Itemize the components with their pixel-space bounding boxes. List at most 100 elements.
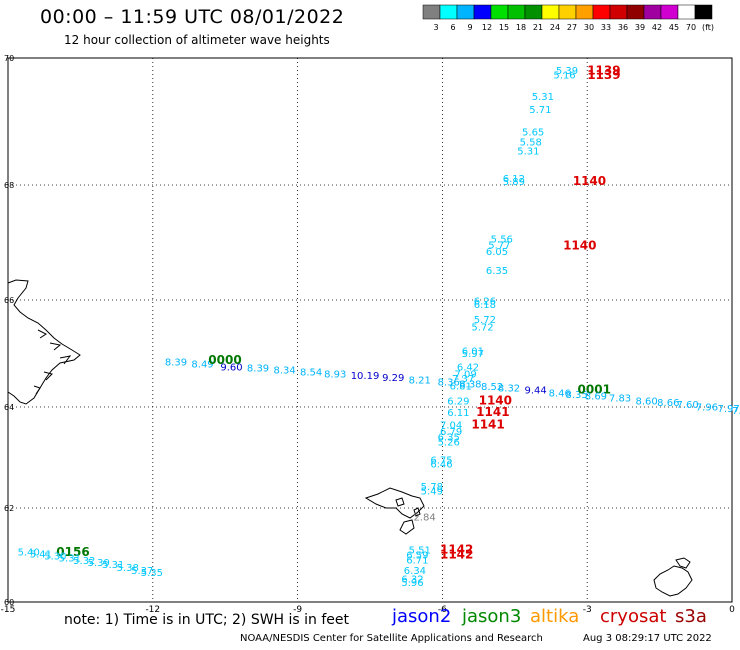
wave-height-label: 8.52 xyxy=(481,382,503,393)
legend-label: 30 xyxy=(584,23,594,32)
legend-label: 3 xyxy=(433,23,438,32)
pass-time-label: 1140 xyxy=(573,174,606,188)
wave-height-label: 5.39 xyxy=(88,558,110,569)
wave-height-label: 8.39 xyxy=(247,364,269,375)
wave-height-label: 6.12 xyxy=(503,174,525,185)
pass-time-label: 1140 xyxy=(563,238,596,252)
legend-swatch xyxy=(660,4,679,20)
x-tick-label: -15 xyxy=(1,605,16,615)
wave-height-label: 5.31 xyxy=(59,554,81,565)
wave-height-label: 8.39 xyxy=(165,357,187,368)
chart-subtitle: 12 hour collection of altimeter wave hei… xyxy=(64,33,330,47)
wave-height-label: 7.83 xyxy=(609,394,631,405)
wave-height-label: 5.65 xyxy=(522,127,544,138)
generation-timestamp: Aug 3 08:29:17 UTC 2022 xyxy=(583,633,712,644)
wave-height-label: 5.77 xyxy=(488,240,510,251)
x-tick-label: 0 xyxy=(729,605,735,615)
satellite-jason2: jason2 xyxy=(392,606,452,627)
legend-swatch xyxy=(439,4,458,20)
pass-time-label: 0001 xyxy=(578,383,611,397)
legend-label: 36 xyxy=(618,23,628,32)
wave-height-label: 5.31 xyxy=(102,560,124,571)
wave-height-label: 8.21 xyxy=(409,375,431,386)
legend-label: 6 xyxy=(450,23,455,32)
wave-height-label: 6.35 xyxy=(438,432,460,443)
wave-height-label: 5.41 xyxy=(30,549,52,560)
wave-height-label: 8.49 xyxy=(191,359,213,370)
x-tick-label: -3 xyxy=(583,605,592,615)
legend-label: 9 xyxy=(467,23,472,32)
legend-swatch xyxy=(643,4,662,20)
legend-swatch xyxy=(456,4,475,20)
wave-height-label: 5.30 xyxy=(44,552,66,563)
wave-height-label: 8.66 xyxy=(657,398,679,409)
legend-swatch xyxy=(507,4,526,20)
wave-height-label: 6.81 xyxy=(450,381,472,392)
wave-height-label: 5.26 xyxy=(438,437,460,448)
legend-label: 45 xyxy=(669,23,679,32)
wave-height-label: 9.29 xyxy=(382,373,404,384)
footer-note: note: 1) Time is in UTC; 2) SWH is in fe… xyxy=(64,612,350,628)
wave-height-label: 8.34 xyxy=(273,365,295,376)
legend-label: 24 xyxy=(550,23,560,32)
color-legend: 3 6 9 12 15 18 21 24 27 30 33 36 39 42 45 70 (ft) xyxy=(422,4,714,32)
wave-height-label: 6.11 xyxy=(447,408,469,419)
wave-height-label: 5.72 xyxy=(471,322,493,333)
wave-height-label: 7.04 xyxy=(440,421,462,432)
wave-height-label: 5.40 xyxy=(18,547,40,558)
wave-height-label: 6.05 xyxy=(486,247,508,258)
legend-swatch xyxy=(541,4,560,20)
wave-height-label: 9.44 xyxy=(524,386,546,397)
wave-height-label: 5.78 xyxy=(421,482,443,493)
y-tick-label: 70 xyxy=(4,54,14,63)
pass-time-label: 1142 xyxy=(440,543,473,557)
wave-height-label: 9.60 xyxy=(220,363,242,374)
wave-height-label: 6.18 xyxy=(474,300,496,311)
legend-label: 21 xyxy=(533,23,543,32)
wave-height-label: 5.37 xyxy=(131,566,153,577)
wave-height-label: 7.97 xyxy=(718,404,740,415)
map-frame xyxy=(7,57,733,603)
satellite-jason3: jason3 xyxy=(462,606,522,627)
legend-swatch xyxy=(473,4,492,20)
wave-height-observations: 5.395.16 113911395.315.715.655.585.316.12… xyxy=(18,64,740,590)
wave-height-label: 6.75 xyxy=(430,456,452,467)
axis-tick-labels: -15 -12 -9 -6 -3 0 70 68 66 64 62 60 xyxy=(1,54,735,615)
y-tick-label: 66 xyxy=(4,296,14,305)
wave-height-label: 6.35 xyxy=(486,266,508,277)
wave-height-label: 5.58 xyxy=(520,138,542,149)
pass-time-label: 1141 xyxy=(476,405,509,419)
legend-swatch xyxy=(626,4,645,20)
y-tick-label: 62 xyxy=(4,504,14,513)
legend-swatch xyxy=(575,4,594,20)
x-tick-label: -9 xyxy=(293,605,302,615)
legend-label: 33 xyxy=(601,23,611,32)
wave-height-label: 5.49 xyxy=(421,486,443,497)
legend-swatch xyxy=(609,4,628,20)
wave-height-label: 6.32 xyxy=(401,574,423,585)
wave-height-label: 8.46 xyxy=(549,388,571,399)
pass-time-label: 1139 xyxy=(587,64,620,78)
pass-time-label: 0000 xyxy=(208,353,241,367)
shetland-north xyxy=(675,557,691,569)
wave-height-label: 6.01 xyxy=(462,347,484,358)
wave-height-label: 8.35 xyxy=(565,390,587,401)
wave-height-label: 8.60 xyxy=(635,396,657,407)
legend-label: 70 xyxy=(686,23,696,32)
y-tick-label: 60 xyxy=(4,598,14,607)
satellite-cryosat: cryosat xyxy=(600,606,667,627)
wave-height-label: 7.7 xyxy=(732,406,740,417)
legend-label: (ft) xyxy=(702,23,714,32)
legend-swatch xyxy=(524,4,543,20)
wave-height-label: 8.93 xyxy=(324,370,346,381)
wave-height-label: 5.39 xyxy=(556,66,578,77)
legend-label: 15 xyxy=(499,23,509,32)
wave-height-label: 10.19 xyxy=(351,371,380,382)
shetland-coast xyxy=(653,565,693,597)
wave-height-label: 6.71 xyxy=(406,555,428,566)
satellite-altika: altika xyxy=(530,606,580,627)
y-tick-label: 64 xyxy=(4,403,14,412)
satellite-s3a: s3a xyxy=(675,606,707,627)
legend-label: 27 xyxy=(567,23,577,32)
